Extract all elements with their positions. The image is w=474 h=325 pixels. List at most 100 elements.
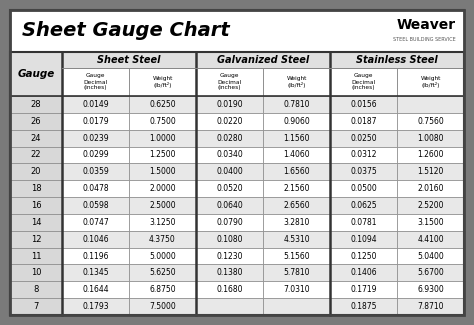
Text: 0.0790: 0.0790 [216, 218, 243, 227]
Bar [263, 130, 330, 147]
Bar [196, 147, 263, 163]
Bar [10, 231, 62, 248]
Text: 3.1250: 3.1250 [149, 218, 176, 227]
Text: 0.0478: 0.0478 [82, 184, 109, 193]
Bar [330, 265, 397, 281]
Text: Sheet Steel: Sheet Steel [97, 55, 161, 65]
Bar [397, 197, 464, 214]
Bar [129, 197, 196, 214]
Bar [10, 248, 62, 265]
Text: 0.1719: 0.1719 [350, 285, 377, 294]
Text: 0.1250: 0.1250 [350, 252, 377, 261]
Bar [62, 96, 129, 113]
Text: 1.4060: 1.4060 [283, 150, 310, 160]
Bar [330, 298, 397, 315]
Bar [196, 113, 263, 130]
Text: 1.5000: 1.5000 [149, 167, 176, 176]
Text: 5.6700: 5.6700 [417, 268, 444, 277]
Bar [10, 10, 464, 52]
Bar [263, 113, 330, 130]
Bar [62, 147, 129, 163]
Bar [129, 214, 196, 231]
Bar [10, 281, 62, 298]
Text: 1.5120: 1.5120 [417, 167, 444, 176]
Bar [330, 52, 464, 68]
Bar [10, 147, 62, 163]
Bar [397, 214, 464, 231]
Bar [62, 281, 129, 298]
Text: Galvanized Steel: Galvanized Steel [217, 55, 309, 65]
Text: 0.0299: 0.0299 [82, 150, 109, 160]
Text: 1.1560: 1.1560 [283, 134, 310, 143]
Bar [263, 231, 330, 248]
Text: 0.1680: 0.1680 [216, 285, 243, 294]
Bar [10, 197, 62, 214]
Text: 26: 26 [31, 117, 41, 126]
Text: 0.0520: 0.0520 [216, 184, 243, 193]
Bar [397, 231, 464, 248]
Text: 7.0310: 7.0310 [283, 285, 310, 294]
Bar [196, 298, 263, 315]
Bar [129, 298, 196, 315]
Text: 2.5200: 2.5200 [417, 201, 444, 210]
Bar [62, 130, 129, 147]
Text: 28: 28 [31, 100, 41, 109]
Text: 0.0156: 0.0156 [350, 100, 377, 109]
Bar [330, 180, 397, 197]
Bar [129, 231, 196, 248]
Bar [62, 52, 196, 68]
Text: 2.6560: 2.6560 [283, 201, 310, 210]
Text: 7.5000: 7.5000 [149, 302, 176, 311]
Bar [129, 147, 196, 163]
Text: 5.0000: 5.0000 [149, 252, 176, 261]
Bar [10, 265, 62, 281]
Text: 0.0747: 0.0747 [82, 218, 109, 227]
Text: 7.8710: 7.8710 [417, 302, 444, 311]
Bar [10, 113, 62, 130]
Text: Weight
(lb/ft²): Weight (lb/ft²) [152, 76, 173, 88]
Text: Weaver: Weaver [397, 18, 456, 32]
Bar [10, 180, 62, 197]
Text: 8: 8 [33, 285, 39, 294]
Text: 0.0781: 0.0781 [350, 218, 377, 227]
Text: 0.0359: 0.0359 [82, 167, 109, 176]
Text: 0.1345: 0.1345 [82, 268, 109, 277]
Bar [263, 214, 330, 231]
Text: 0.1406: 0.1406 [350, 268, 377, 277]
Bar [62, 180, 129, 197]
Text: 1.0000: 1.0000 [149, 134, 176, 143]
Bar [397, 180, 464, 197]
Text: 3.1500: 3.1500 [417, 218, 444, 227]
Text: 10: 10 [31, 268, 41, 277]
Text: 5.6250: 5.6250 [149, 268, 176, 277]
Bar [397, 265, 464, 281]
Text: 0.1644: 0.1644 [82, 285, 109, 294]
Bar [62, 68, 129, 96]
Bar [397, 248, 464, 265]
Bar [62, 298, 129, 315]
Text: 0.0625: 0.0625 [350, 201, 377, 210]
Text: Gauge
Decimal
(inches): Gauge Decimal (inches) [218, 73, 242, 90]
Text: 5.1560: 5.1560 [283, 252, 310, 261]
Text: 7: 7 [33, 302, 39, 311]
Bar [263, 163, 330, 180]
Text: 1.0080: 1.0080 [417, 134, 444, 143]
Text: 0.0312: 0.0312 [350, 150, 377, 160]
Bar [330, 248, 397, 265]
Text: 2.0000: 2.0000 [149, 184, 176, 193]
Text: Stainless Steel: Stainless Steel [356, 55, 438, 65]
Bar [129, 281, 196, 298]
Bar [129, 265, 196, 281]
Bar [196, 130, 263, 147]
Text: 6.9300: 6.9300 [417, 285, 444, 294]
Text: Weight
(lb/ft²): Weight (lb/ft²) [286, 76, 307, 88]
Bar [129, 113, 196, 130]
Text: 22: 22 [31, 150, 41, 160]
Text: 1.6560: 1.6560 [283, 167, 310, 176]
Bar [330, 113, 397, 130]
Bar [62, 214, 129, 231]
Bar [10, 52, 464, 315]
Text: 6.8750: 6.8750 [149, 285, 176, 294]
Text: 0.0187: 0.0187 [350, 117, 377, 126]
Text: 18: 18 [31, 184, 41, 193]
